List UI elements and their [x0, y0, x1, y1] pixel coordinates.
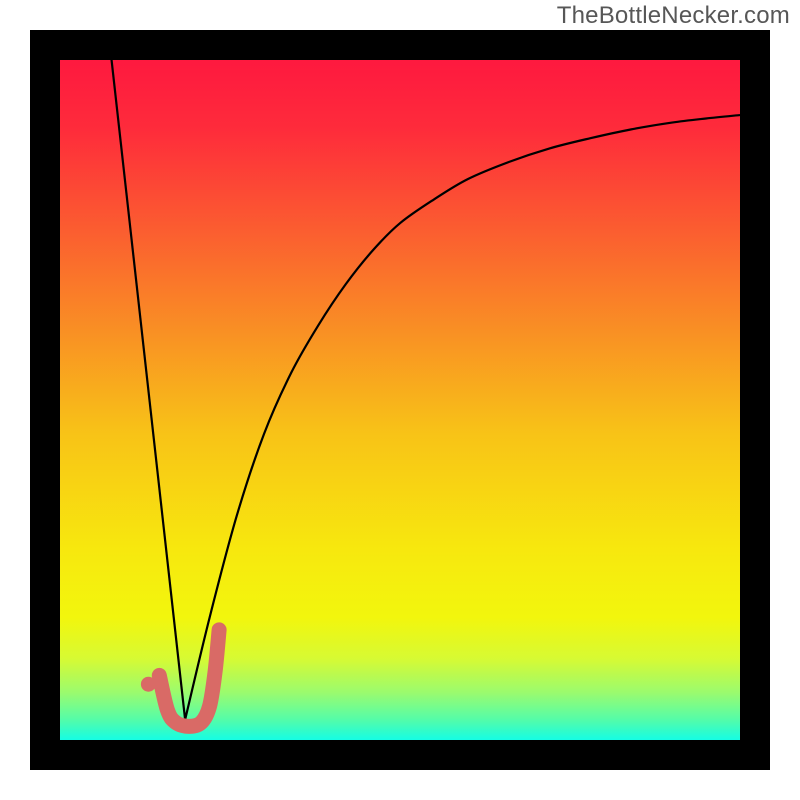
- watermark-label: TheBottleNecker.com: [557, 2, 790, 30]
- plot-background-gradient: [60, 60, 740, 740]
- plot-frame: [30, 30, 770, 770]
- bottleneck-chart-page: TheBottleNecker.com: [0, 0, 800, 800]
